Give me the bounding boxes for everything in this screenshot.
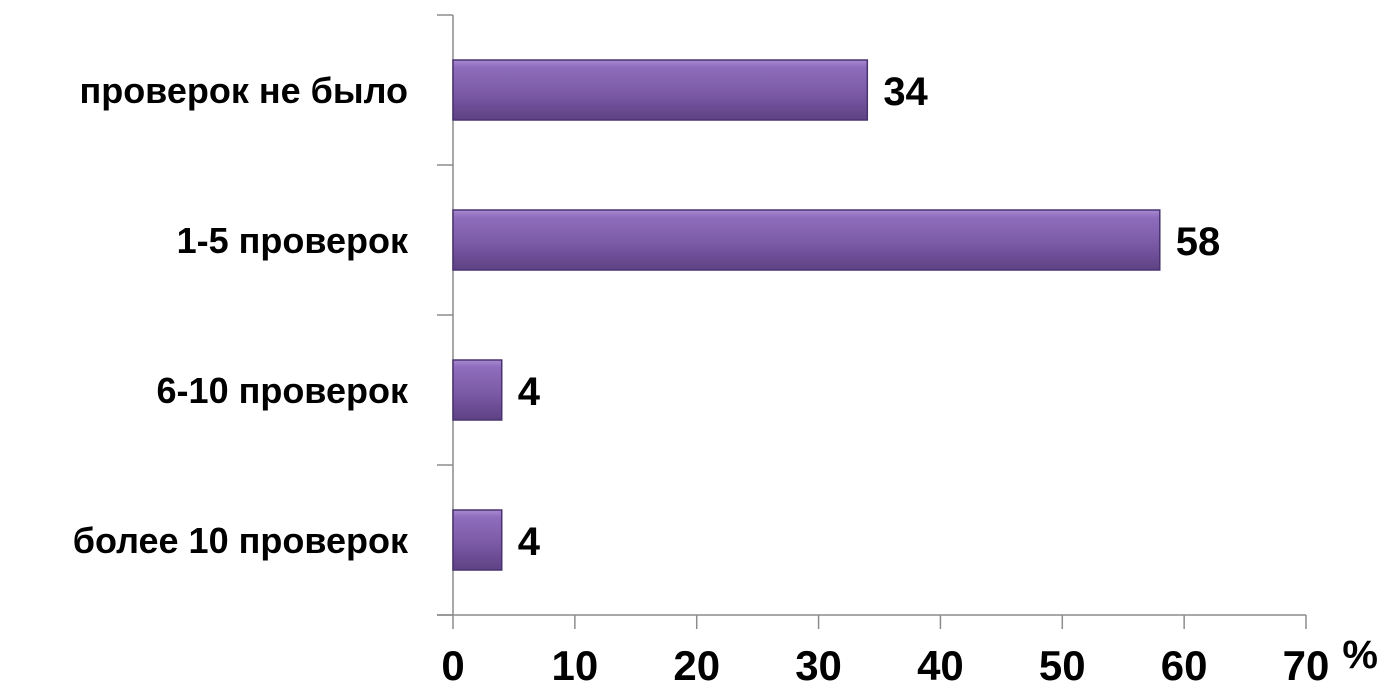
data-label: 4 xyxy=(518,520,541,564)
x-tick-label: 20 xyxy=(673,642,720,689)
bar xyxy=(452,59,869,121)
bar xyxy=(452,209,1161,271)
data-label: 58 xyxy=(1176,220,1221,264)
x-tick-label: 60 xyxy=(1161,642,1208,689)
category-label: 1-5 проверок xyxy=(177,220,409,261)
category-label: 6-10 проверок xyxy=(157,370,409,411)
x-tick-label: 40 xyxy=(917,642,964,689)
bar xyxy=(452,359,503,421)
x-tick-label: 30 xyxy=(795,642,842,689)
x-tick-label: 10 xyxy=(551,642,598,689)
x-tick-label: 0 xyxy=(441,642,464,689)
category-label: проверок не было xyxy=(79,70,408,111)
x-tick-label: 70 xyxy=(1283,642,1330,689)
chart-labels: 0 10 20 30 40 50 60 70 % проверок не было 34 1-5 пр… xyxy=(73,70,1378,689)
bar xyxy=(452,509,503,571)
chart-bars xyxy=(452,59,1161,571)
data-label: 4 xyxy=(518,370,541,414)
x-tick-label: 50 xyxy=(1039,642,1086,689)
category-label: более 10 проверок xyxy=(73,520,409,561)
data-label: 34 xyxy=(883,70,928,114)
x-axis-label: % xyxy=(1342,633,1378,677)
